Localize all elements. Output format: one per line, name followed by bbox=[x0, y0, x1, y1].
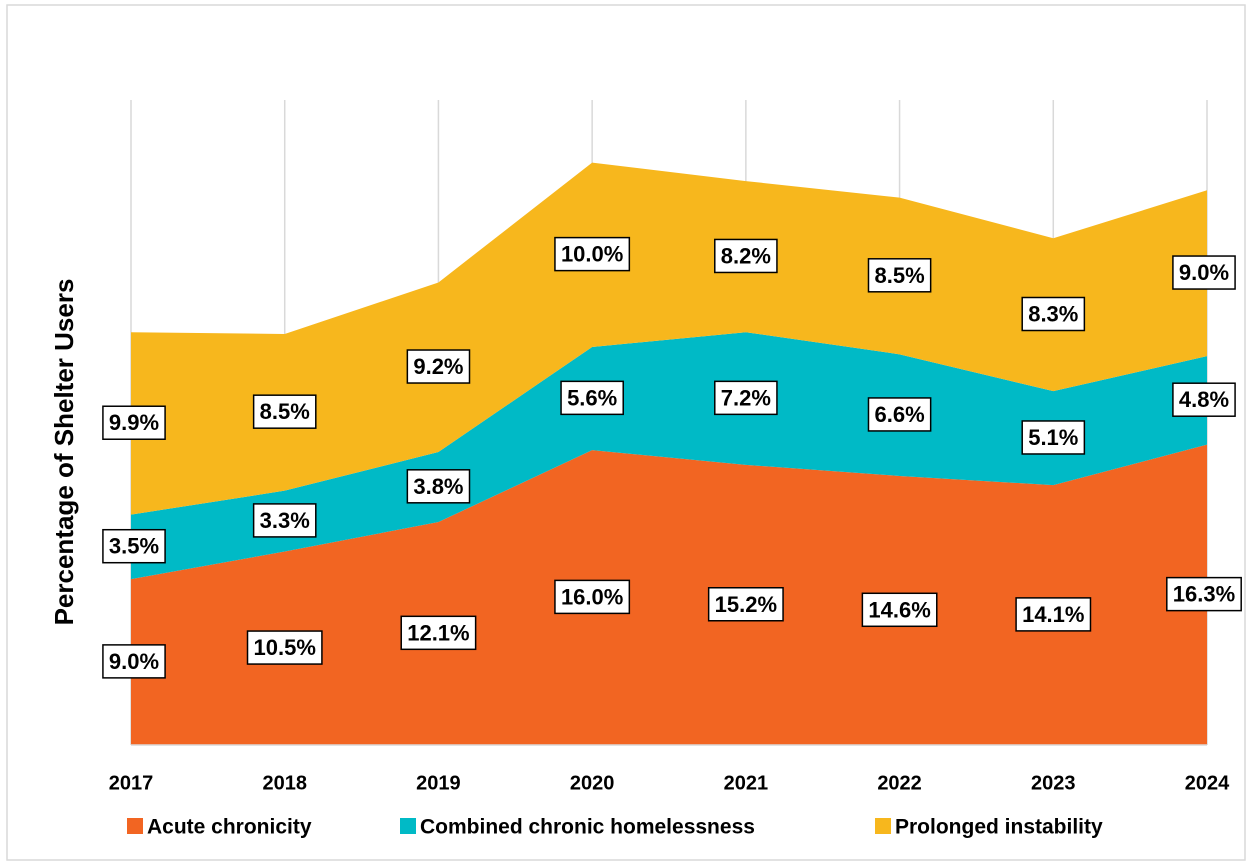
data-label-text: 5.6% bbox=[567, 385, 617, 410]
data-label-text: 10.5% bbox=[254, 635, 316, 660]
data-label: 7.2% bbox=[714, 380, 778, 416]
data-label: 8.5% bbox=[867, 258, 932, 293]
data-label-box bbox=[252, 394, 317, 429]
data-label-text: 7.2% bbox=[721, 385, 771, 410]
x-tick-label: 2017 bbox=[109, 772, 154, 794]
x-tick-label: 2020 bbox=[570, 772, 615, 794]
data-label-text: 9.9% bbox=[109, 410, 159, 435]
data-label-text: 3.8% bbox=[413, 474, 463, 499]
data-label-text: 10.0% bbox=[561, 242, 623, 267]
data-label-text: 8.5% bbox=[260, 399, 310, 424]
data-label: 9.0% bbox=[102, 644, 166, 679]
data-label: 3.8% bbox=[406, 469, 471, 504]
data-label: 6.6% bbox=[867, 397, 932, 432]
data-label-text: 3.5% bbox=[109, 534, 159, 559]
data-label: 3.5% bbox=[102, 528, 166, 564]
data-label: 12.1% bbox=[400, 615, 477, 651]
data-label-text: 9.0% bbox=[109, 649, 159, 674]
legend-label: Acute chronicity bbox=[147, 816, 312, 839]
data-label: 14.6% bbox=[861, 592, 938, 628]
data-label: 5.6% bbox=[560, 380, 624, 416]
data-label: 4.8% bbox=[1172, 382, 1236, 417]
data-label: 9.2% bbox=[406, 349, 471, 384]
x-tick-label: 2018 bbox=[262, 772, 307, 794]
legend-swatch bbox=[127, 818, 143, 834]
data-label-text: 12.1% bbox=[407, 620, 469, 645]
area bbox=[131, 162, 1207, 515]
legend-swatch bbox=[875, 818, 891, 834]
data-label: 8.5% bbox=[252, 394, 317, 429]
area bbox=[131, 444, 1207, 745]
data-label-text: 8.3% bbox=[1028, 302, 1078, 327]
data-label-box bbox=[1172, 382, 1236, 417]
data-label-box bbox=[1172, 255, 1236, 290]
y-axis-label: Percentage of Shelter Users bbox=[49, 279, 79, 626]
data-label-box bbox=[406, 469, 471, 504]
data-label-text: 8.5% bbox=[874, 263, 924, 288]
data-label-box bbox=[867, 258, 932, 293]
x-tick-label: 2019 bbox=[416, 772, 461, 794]
data-label-box bbox=[400, 615, 477, 651]
data-label: 10.0% bbox=[554, 236, 631, 272]
x-tick-label: 2022 bbox=[877, 772, 922, 794]
data-label-text: 15.2% bbox=[715, 592, 777, 617]
data-label-box bbox=[102, 528, 166, 564]
data-label: 8.2% bbox=[714, 238, 778, 274]
data-label-text: 3.3% bbox=[260, 508, 310, 533]
data-label-box bbox=[861, 592, 938, 628]
data-label-box bbox=[102, 644, 166, 679]
data-label: 16.0% bbox=[554, 579, 631, 615]
data-label-text: 6.6% bbox=[874, 402, 924, 427]
data-label-text: 9.2% bbox=[413, 354, 463, 379]
data-label-box bbox=[1021, 296, 1086, 332]
data-label-box bbox=[406, 349, 471, 384]
data-label-box bbox=[252, 503, 317, 538]
data-label-box bbox=[554, 236, 631, 272]
data-label-text: 16.0% bbox=[561, 584, 623, 609]
data-label-text: 14.1% bbox=[1022, 602, 1084, 627]
data-label: 5.1% bbox=[1021, 420, 1086, 455]
data-label: 15.2% bbox=[707, 587, 784, 622]
data-label: 14.1% bbox=[1015, 597, 1092, 632]
data-label-box bbox=[714, 380, 778, 416]
data-label-box bbox=[1166, 576, 1242, 612]
x-tick-label: 2021 bbox=[724, 772, 769, 794]
data-label: 9.0% bbox=[1172, 255, 1236, 290]
data-label-box bbox=[246, 630, 323, 665]
data-label-text: 4.8% bbox=[1179, 387, 1229, 412]
data-label-box bbox=[102, 405, 166, 440]
data-label-box bbox=[1015, 597, 1092, 632]
x-tick-label: 2023 bbox=[1031, 772, 1076, 794]
data-label: 16.3% bbox=[1166, 576, 1242, 612]
data-label-box bbox=[1021, 420, 1086, 455]
data-label-text: 16.3% bbox=[1173, 582, 1235, 607]
data-label: 8.3% bbox=[1021, 296, 1086, 332]
data-label: 3.3% bbox=[252, 503, 317, 538]
data-label-box bbox=[707, 587, 784, 622]
data-label-box bbox=[714, 238, 778, 274]
data-label-box bbox=[867, 397, 932, 432]
data-label-text: 5.1% bbox=[1028, 425, 1078, 450]
data-label: 9.9% bbox=[102, 405, 166, 440]
data-label: 10.5% bbox=[246, 630, 323, 665]
data-label-box bbox=[560, 380, 624, 416]
data-label-text: 8.2% bbox=[721, 243, 771, 268]
data-label-text: 14.6% bbox=[868, 597, 930, 622]
data-label-box bbox=[554, 579, 631, 615]
legend-label: Combined chronic homelessness bbox=[420, 816, 755, 839]
area bbox=[131, 332, 1207, 580]
x-tick-label: 2024 bbox=[1185, 772, 1230, 794]
legend-label: Prolonged instability bbox=[895, 816, 1103, 839]
data-label-text: 9.0% bbox=[1179, 260, 1229, 285]
legend-swatch bbox=[400, 818, 416, 834]
